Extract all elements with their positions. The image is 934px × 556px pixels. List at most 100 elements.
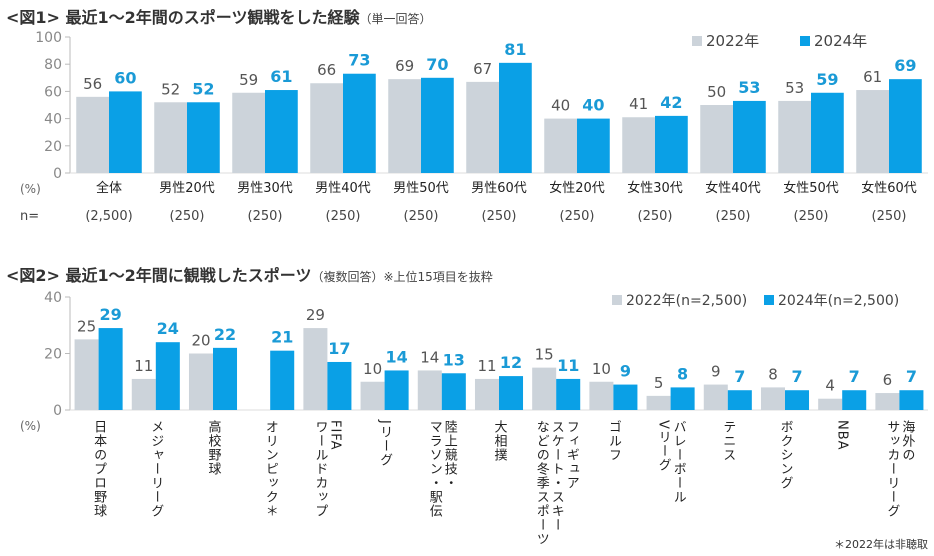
chart2-category-label: ボクシング (777, 420, 793, 490)
chart2-category-label: 陸上競技・ マラソン・駅伝 (426, 420, 457, 518)
chart2-data-label: 7 (734, 367, 745, 386)
chart1-data-label: 40 (551, 97, 570, 115)
chart1-data-label: 81 (504, 40, 526, 59)
chart2-data-label: 20 (191, 332, 210, 350)
chart2-bar-2022 (818, 398, 843, 410)
chart2-bar-2024 (327, 361, 352, 410)
chart1-title: <図1> 最近1～2年間のスポーツ観戦をした経験（単一回答） (6, 4, 431, 28)
chart1-category-label: 全体 (96, 180, 122, 196)
chart1-data-label: 73 (348, 51, 370, 70)
chart2-bar-2022 (760, 387, 785, 410)
chart1-bar-2024 (889, 79, 922, 173)
chart2-bar-2022 (703, 384, 728, 410)
chart2-bar-2022 (303, 328, 328, 410)
chart1-data-label: 52 (192, 79, 214, 98)
chart1-category-label: 女性40代 (705, 180, 761, 196)
chart1-y-tick-label: 100 (35, 30, 62, 46)
chart1-category-label: 男性40代 (315, 181, 371, 196)
chart2-bar-2022 (474, 378, 499, 410)
chart2-y-tick-label: 0 (53, 403, 62, 419)
chart2-bar-2024 (842, 390, 867, 410)
chart2-bar-2022 (131, 378, 156, 410)
chart2-category-label: FIFA ワールドカップ (312, 420, 343, 518)
chart1-n-value: (2,500) (85, 209, 132, 224)
chart1-bar-2022 (622, 117, 655, 173)
chart2-data-label: 25 (77, 317, 96, 335)
chart1-subtitle: （単一回答） (359, 12, 432, 26)
chart1-y-tick-label: 20 (44, 139, 62, 155)
chart1-legend-label: 2024年 (814, 32, 867, 50)
chart2-data-label: 8 (677, 364, 688, 383)
chart1-y-tick-label: 40 (44, 112, 62, 128)
chart2-bar-2022 (417, 370, 442, 410)
chart2-category-label: 日本のプロ野球 (91, 420, 107, 518)
chart2-category-label: ゴルフ (605, 420, 621, 462)
chart2-category-label: 海外の サッカーリーグ (884, 420, 915, 518)
chart1-n-value: (250) (872, 209, 907, 224)
chart1-data-label: 52 (161, 80, 180, 98)
chart1-bar-2022 (544, 118, 577, 173)
chart1-bar-2024 (733, 100, 766, 173)
chart1-data-label: 59 (239, 71, 258, 89)
chart1-legend-swatch (800, 36, 810, 46)
chart2-bar-2022 (532, 367, 557, 410)
chart2-bar-2024 (727, 390, 752, 410)
chart2-bar-2024 (98, 328, 123, 410)
chart1-data-label: 66 (317, 61, 336, 79)
chart2-data-label: 14 (420, 348, 439, 366)
chart1-data-label: 56 (83, 75, 102, 93)
chart1-y-tick-label: 80 (44, 57, 62, 73)
chart2-category-label: 高校野球 (205, 420, 221, 476)
chart2-bar-2024 (785, 390, 810, 410)
chart2-title: <図2> 最近1～2年間に観戦したスポーツ（複数回答）※上位15項目を抜粋 (6, 262, 493, 286)
chart2-data-label: 22 (214, 325, 236, 344)
chart2-y-tick-label: 20 (44, 347, 62, 363)
chart2-data-label: 4 (825, 377, 835, 395)
chart2-data-label: 5 (654, 374, 664, 392)
chart2-category-label: テニス (720, 420, 736, 462)
chart2-data-label: 10 (363, 360, 382, 378)
chart1-bar-2024 (811, 92, 844, 173)
chart2-bar-2022 (360, 381, 385, 410)
chart1-bar-2022 (310, 83, 343, 173)
chart2-data-label: 7 (906, 367, 917, 386)
chart2-note: ＊2022年は非聴取 (834, 538, 928, 551)
chart2-bar-2024 (613, 384, 638, 410)
chart1-bar-2024 (421, 77, 454, 173)
chart1-data-label: 67 (473, 60, 492, 78)
chart2-data-label: 11 (134, 357, 153, 375)
chart1-bar-2022 (700, 105, 733, 173)
chart2-legend-swatch (612, 295, 622, 305)
chart1-data-label: 59 (816, 70, 838, 89)
chart2-data-label: 13 (443, 350, 465, 369)
chart1-bar-2022 (154, 102, 187, 173)
chart2-category-label: オリンピック＊ (262, 420, 278, 518)
chart1-data-label: 40 (582, 96, 604, 115)
chart1-n-value: (250) (326, 209, 361, 224)
chart1-data-label: 69 (894, 56, 916, 75)
chart1-bar-2022 (76, 96, 109, 173)
chart2-data-label: 9 (711, 363, 721, 381)
chart1-category-label: 女性50代 (783, 180, 839, 196)
chart1-category-label: 男性20代 (159, 181, 215, 196)
chart1-category-label: 女性20代 (549, 180, 605, 196)
chart2-legend-swatch (764, 295, 774, 305)
chart1-bar-2022 (778, 100, 811, 173)
chart1-bar-2024 (577, 118, 610, 173)
chart1-category-label: 男性30代 (237, 181, 293, 196)
chart2-data-label: 29 (306, 306, 325, 324)
chart1-bar-2022 (466, 81, 499, 173)
chart1-bar-2024 (187, 102, 220, 173)
chart2-data-label: 17 (328, 339, 350, 358)
chart2-title-text: <図2> 最近1～2年間に観戦したスポーツ (6, 266, 312, 285)
chart1-bar-2024 (109, 91, 142, 173)
chart1-legend-label: 2022年 (706, 32, 759, 50)
chart1-data-label: 50 (707, 83, 726, 101)
chart2-y-unit: (%) (20, 419, 41, 433)
chart2-category-label: フィギュア スケート・スキー などの冬季スポーツ (533, 420, 579, 546)
chart2-bar-2024 (384, 370, 409, 410)
chart2-data-label: 14 (385, 347, 407, 366)
chart1-bar-2022 (232, 92, 265, 173)
chart1-n-value: (250) (404, 209, 439, 224)
